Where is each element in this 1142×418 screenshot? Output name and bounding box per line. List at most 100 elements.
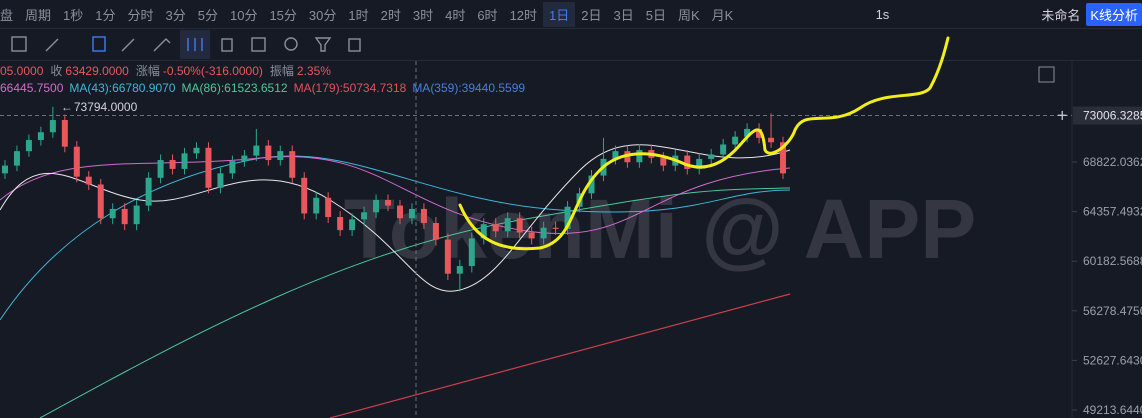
tool[interactable] bbox=[314, 37, 332, 52]
tool[interactable] bbox=[284, 37, 298, 51]
candle bbox=[696, 153, 703, 175]
ma-line bbox=[0, 155, 791, 321]
peak-label: 73794.0000 bbox=[74, 100, 138, 114]
interval[interactable]: 12时 bbox=[509, 7, 538, 23]
plot-bg bbox=[0, 61, 1072, 418]
peak-arrow: ← bbox=[61, 100, 73, 114]
candle-body bbox=[37, 132, 44, 141]
tool[interactable] bbox=[251, 37, 266, 52]
candle bbox=[109, 203, 116, 225]
info-amplitude: 2.35% bbox=[297, 64, 331, 78]
interval[interactable]: 1时 bbox=[348, 7, 369, 23]
candle bbox=[361, 206, 368, 226]
interval[interactable]: 周K bbox=[677, 7, 700, 23]
candle-body bbox=[552, 227, 559, 229]
candle-body bbox=[744, 128, 751, 137]
candle-body bbox=[612, 151, 619, 159]
interval[interactable]: 3分 bbox=[165, 7, 186, 23]
interval[interactable]: 月K bbox=[711, 7, 734, 23]
interval[interactable]: 15分 bbox=[269, 7, 297, 23]
candle bbox=[49, 106, 56, 138]
candle-body bbox=[169, 160, 176, 169]
candle bbox=[456, 259, 463, 292]
candle bbox=[133, 200, 140, 231]
interval[interactable]: 5日 bbox=[645, 7, 666, 23]
layout-name[interactable]: 未命名 bbox=[1041, 7, 1081, 23]
candle-body bbox=[193, 147, 200, 154]
tool[interactable] bbox=[348, 38, 361, 52]
tool[interactable] bbox=[153, 38, 171, 52]
candle-body bbox=[133, 205, 140, 225]
candle bbox=[121, 203, 128, 231]
interval[interactable]: 3时 bbox=[412, 7, 434, 23]
candle bbox=[145, 172, 152, 212]
interval[interactable]: 4时 bbox=[445, 7, 466, 23]
candle bbox=[325, 192, 332, 223]
candle bbox=[61, 114, 68, 153]
candle-body bbox=[73, 146, 80, 177]
candle bbox=[564, 201, 571, 235]
candle bbox=[337, 211, 344, 237]
candle-body bbox=[720, 144, 727, 155]
tool[interactable] bbox=[121, 38, 135, 52]
interval[interactable]: 1分 bbox=[95, 7, 116, 23]
analysis-button[interactable]: K线分析 bbox=[1086, 2, 1142, 26]
info-line: 05.0000 收 63429.0000 涨幅 -0.50%(-316.0000) 振幅 2… bbox=[0, 63, 331, 78]
candle bbox=[289, 145, 296, 184]
candle-body bbox=[217, 173, 224, 188]
interval[interactable]: 2时 bbox=[380, 7, 401, 23]
annotation-curve bbox=[458, 36, 950, 251]
ma-value: MA(86):61523.6512 bbox=[181, 81, 287, 95]
interval[interactable]: 30分 bbox=[308, 7, 337, 23]
candle bbox=[480, 218, 487, 245]
ma-line bbox=[0, 144, 791, 292]
interval[interactable]: 1秒 bbox=[63, 7, 84, 23]
interval[interactable]: 2日 bbox=[581, 7, 602, 23]
candle bbox=[732, 131, 739, 151]
candle bbox=[768, 113, 775, 148]
tool[interactable] bbox=[221, 38, 233, 52]
candle bbox=[708, 148, 715, 165]
candle bbox=[468, 232, 475, 273]
candle-body bbox=[265, 145, 272, 161]
candle bbox=[253, 128, 260, 162]
candle bbox=[408, 203, 415, 225]
candle-body bbox=[337, 217, 344, 231]
price-label: 68822.0362 bbox=[1083, 155, 1142, 169]
tool[interactable] bbox=[187, 38, 203, 51]
candle bbox=[349, 213, 356, 237]
info-close-label: 收 bbox=[50, 64, 62, 78]
interval[interactable]: 分时 bbox=[127, 7, 154, 23]
candle-body bbox=[361, 212, 368, 220]
candle-body bbox=[349, 219, 356, 231]
candle bbox=[516, 212, 523, 239]
candle-body bbox=[456, 266, 463, 274]
interval[interactable]: 10分 bbox=[229, 7, 258, 23]
price-label: 60182.5688 bbox=[1083, 254, 1142, 268]
candle-body bbox=[516, 218, 523, 233]
interval[interactable]: 3日 bbox=[613, 7, 634, 23]
period[interactable]: 周期 bbox=[25, 7, 52, 23]
intervals: 1秒 1分 分时 3分 5分 10分 15分 30分 1时 2时 3时 4时 6时 12时 1日 2日 3日 5日… bbox=[57, 1, 739, 27]
tool[interactable] bbox=[92, 36, 106, 52]
market[interactable]: 盘 bbox=[0, 7, 14, 23]
candle bbox=[444, 233, 451, 281]
interval[interactable]: 5分 bbox=[197, 7, 218, 23]
info-change-label: 涨幅 bbox=[136, 63, 160, 78]
candle bbox=[13, 145, 20, 172]
candle-body bbox=[540, 227, 547, 239]
candle-body bbox=[780, 142, 787, 174]
tool[interactable] bbox=[11, 36, 27, 52]
tool[interactable] bbox=[45, 38, 59, 52]
candle bbox=[504, 212, 511, 238]
candle-body bbox=[660, 157, 667, 166]
candle-body bbox=[313, 197, 320, 214]
interval[interactable]: 1日 bbox=[543, 1, 576, 27]
candle-body bbox=[444, 239, 451, 274]
info-amplitude-label: 振幅 bbox=[270, 63, 294, 78]
candle-body bbox=[229, 161, 236, 174]
candle-body bbox=[145, 177, 152, 206]
realtime[interactable]: 1s bbox=[875, 6, 890, 22]
interval[interactable]: 6时 bbox=[477, 7, 498, 23]
candle bbox=[169, 154, 176, 175]
